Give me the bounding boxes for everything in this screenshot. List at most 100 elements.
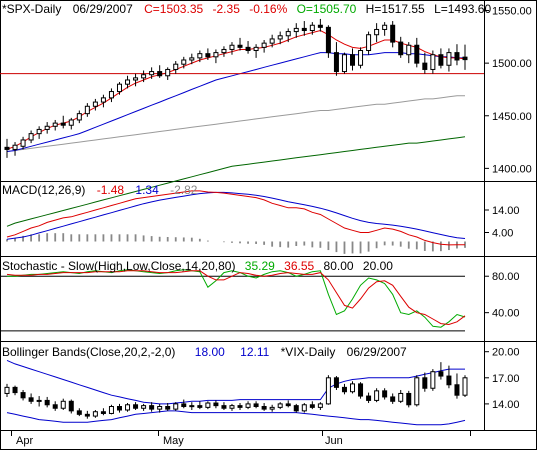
candle-body (149, 405, 155, 410)
candle-body (430, 371, 436, 389)
candle-body (116, 406, 122, 411)
y-tick-label: 1400.00 (492, 163, 532, 175)
boll-label: Bollinger Bands(Close,20,2,-2,0) (2, 345, 175, 359)
ma-gray-line (6, 95, 465, 152)
boll-lower-value: 12.11 (240, 345, 269, 359)
candle-body (197, 405, 203, 408)
candle-body (221, 48, 227, 54)
candle-body (52, 122, 58, 127)
candle-body (374, 28, 380, 36)
candle-body (20, 392, 26, 399)
candle-body (12, 386, 18, 394)
candle-body (422, 377, 428, 389)
candle-body (84, 105, 90, 115)
candle-body (76, 410, 82, 415)
candle-body (12, 144, 18, 150)
candle-body (197, 53, 203, 59)
candle-body (406, 44, 412, 56)
candle-body (454, 384, 460, 396)
macd-label-row: MACD(12,26,9) -1.48 1.34 -2.82 (2, 183, 198, 197)
macd-signal-value: 1.34 (135, 183, 159, 197)
open-label: O=1505.70 (297, 2, 357, 16)
candle-body (382, 390, 388, 398)
candle-body (157, 406, 163, 410)
close-label: C=1503.35 (144, 2, 203, 16)
candle-body (237, 405, 243, 408)
candle-body (141, 405, 147, 409)
low-label: L=1493.60 (434, 2, 491, 16)
y-tick-label: 80.00 (492, 271, 520, 283)
x-tick-label: Apr (16, 435, 33, 447)
candle-body (165, 406, 171, 410)
candle-body (293, 27, 299, 33)
chart-header: *SPX-Daily 06/29/2007 C=1503.35 -2.35 -0… (2, 2, 491, 16)
candle-body (333, 52, 339, 73)
y-tick-label: 1500.00 (492, 58, 532, 70)
y-tick-label: 20.00 (492, 347, 520, 359)
candle-body (269, 38, 275, 44)
y-tick-label: 4.00 (492, 228, 513, 240)
candle-body (422, 62, 428, 70)
candle-body (245, 46, 251, 52)
stoch-d-value: 36.55 (284, 259, 314, 273)
candle-body (317, 403, 323, 408)
candle-body (454, 52, 460, 61)
y-tick-label: 1550.00 (492, 6, 532, 18)
candle-body (28, 133, 34, 141)
y-tick-label: 14.00 (492, 205, 520, 217)
candle-body (350, 383, 356, 393)
candle-body (309, 24, 315, 32)
candle-body (430, 54, 436, 70)
candle-body (36, 128, 42, 135)
candle-body (390, 24, 396, 43)
candle-body (366, 395, 372, 401)
symbol-label: *SPX-Daily (2, 2, 61, 16)
price-panel: 1550.00 1500.00 1450.00 1400.00 (0, 6, 532, 227)
macd-label: MACD(12,26,9) (2, 183, 85, 197)
bollinger-panel: 20.00 17.00 14.00 (4, 347, 520, 426)
candle-body (237, 44, 243, 48)
candle-body (229, 44, 235, 50)
vix-date: 06/29/2007 (347, 345, 407, 359)
candle-body (213, 402, 219, 407)
candle-body (341, 54, 347, 73)
candle-body (261, 42, 267, 48)
boll-lower-band (6, 410, 466, 426)
vix-label: *VIX-Daily (281, 345, 336, 359)
candle-body (350, 54, 356, 66)
candle-body (173, 403, 179, 410)
candle-body (229, 405, 235, 409)
candle-body (438, 371, 444, 377)
candle-body (149, 71, 155, 76)
stoch-k-value: 35.29 (245, 259, 275, 273)
candle-body (285, 31, 291, 37)
high-label: H=1517.55 (366, 2, 425, 16)
candle-body (68, 119, 74, 126)
candle-body (92, 101, 98, 107)
candle-body (245, 403, 251, 408)
candle-body (181, 59, 187, 65)
candle-body (325, 26, 331, 54)
stoch-lower-level: 20.00 (363, 259, 393, 273)
candle-body (92, 411, 98, 417)
candle-body (76, 113, 82, 121)
date-label: 06/29/2007 (73, 2, 133, 16)
macd-hist-value: -2.82 (170, 183, 198, 197)
candle-body (382, 24, 388, 30)
macd-line (6, 190, 466, 246)
candle-body (133, 77, 139, 81)
candle-body (358, 383, 364, 397)
candle-body (116, 83, 122, 93)
candle-body (133, 404, 139, 409)
stochastic-panel: 80.00 40.00 (0, 269, 520, 332)
candle-body (366, 34, 372, 52)
boll-upper-band (6, 359, 465, 405)
candle-body (301, 404, 307, 412)
candle-body (108, 91, 114, 99)
ma-green-line (6, 136, 466, 227)
x-tick-label: May (163, 435, 184, 447)
candle-body (52, 404, 58, 409)
boll-label-row: Bollinger Bands(Close,20,2,-2,0) 18.00 1… (2, 345, 407, 359)
